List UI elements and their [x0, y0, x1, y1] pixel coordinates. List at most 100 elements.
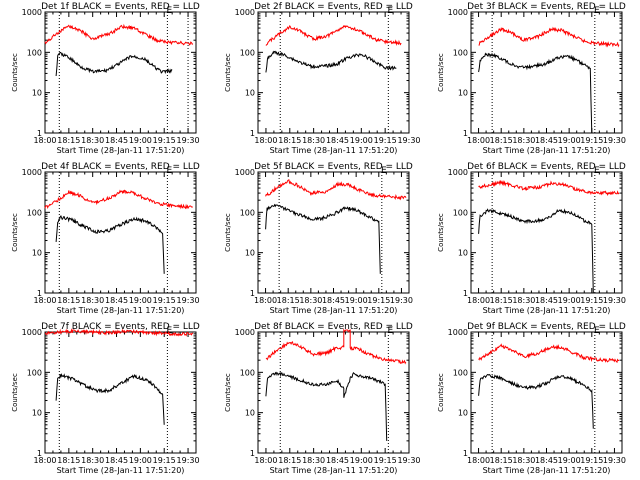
flag-label: E [381, 166, 387, 176]
events-series-line [265, 203, 381, 274]
x-tick-label: 18:00 [254, 136, 277, 145]
x-tick-label: 19:00 [350, 136, 373, 145]
y-tick-label: 1 [250, 449, 255, 458]
x-tick-label: 19:00 [350, 456, 373, 465]
x-tick-label: 19:15 [367, 296, 390, 305]
lld-series-line [265, 24, 402, 47]
x-tick-label: 18:45 [105, 296, 128, 305]
x-tick-label: 18:30 [81, 136, 104, 145]
y-axis-label: Counts/sec [437, 53, 445, 92]
y-tick-label: 100 [27, 48, 42, 57]
x-tick-label: 19:15 [580, 136, 603, 145]
x-tick-label: 19:30 [397, 456, 420, 465]
x-tick-label: 18:15 [57, 296, 80, 305]
lld-series-line [44, 328, 194, 337]
y-tick-label: 10 [32, 409, 42, 418]
x-tick-label: 19:15 [580, 456, 603, 465]
x-tick-label: 18:30 [512, 136, 535, 145]
panel-5: Det 5f BLACK = Events, RED = LLD 1 10 100 10… [224, 162, 413, 315]
plot-frame [44, 171, 197, 294]
plot-frame [44, 331, 197, 454]
x-tick-label: 18:15 [278, 456, 301, 465]
y-tick-label: 1 [37, 129, 42, 138]
x-tick-label: 18:00 [467, 456, 490, 465]
panel-7: Det 7f BLACK = Events, RED = LLD 1 10 100 10… [11, 322, 200, 475]
y-tick-label: 10 [245, 89, 255, 98]
y-tick-label: 1000 [235, 328, 255, 337]
panel-title: Det 8f BLACK = Events, RED = LLD [254, 322, 413, 332]
x-tick-label: 19:00 [129, 296, 152, 305]
x-tick-label: 19:15 [580, 296, 603, 305]
x-tick-label: 19:15 [153, 136, 176, 145]
events-series-line [55, 215, 165, 274]
events-series-line [478, 208, 594, 294]
y-axis-label: Counts/sec [224, 53, 232, 92]
flag-label: E [167, 326, 173, 336]
plot-frame [470, 11, 623, 134]
y-tick-label: 100 [240, 208, 255, 217]
y-tick-label: 1 [463, 289, 468, 298]
x-tick-label: 19:30 [603, 456, 626, 465]
flag-label: E [387, 6, 393, 16]
x-tick-label: 18:30 [302, 456, 325, 465]
y-tick-label: 1000 [235, 168, 255, 177]
plot-frame [470, 331, 623, 454]
x-axis-label: Start Time (28-Jan-11 17:51:20) [270, 146, 398, 155]
x-axis-label: Start Time (28-Jan-11 17:51:20) [270, 306, 398, 315]
x-tick-label: 19:15 [153, 456, 176, 465]
y-tick-label: 1000 [448, 328, 468, 337]
y-tick-label: 100 [240, 368, 255, 377]
y-tick-label: 1 [250, 129, 255, 138]
y-tick-label: 100 [240, 48, 255, 57]
x-tick-label: 18:00 [33, 296, 56, 305]
plot-frame [470, 171, 623, 294]
panel-6: Det 6f BLACK = Events, RED = LLD 1 10 100 10… [437, 162, 626, 315]
panel-title: Det 3f BLACK = Events, RED = LLD [467, 2, 626, 12]
x-tick-label: 18:30 [302, 136, 325, 145]
panel-title: Det 1f BLACK = Events, RED = LLD [41, 2, 200, 12]
events-series-line [478, 373, 594, 429]
panel-title: Det 2f BLACK = Events, RED = LLD [254, 2, 413, 12]
x-tick-label: 18:30 [81, 296, 104, 305]
x-tick-label: 18:00 [254, 456, 277, 465]
y-tick-label: 1000 [448, 8, 468, 17]
panel-title: Det 4f BLACK = Events, RED = LLD [41, 162, 200, 172]
x-tick-label: 18:45 [535, 456, 558, 465]
y-tick-label: 10 [245, 249, 255, 258]
x-tick-label: 19:30 [177, 296, 200, 305]
x-tick-label: 18:45 [105, 456, 128, 465]
y-tick-label: 100 [453, 368, 468, 377]
x-tick-label: 19:30 [603, 136, 626, 145]
y-tick-label: 1000 [22, 168, 42, 177]
y-tick-label: 100 [453, 48, 468, 57]
x-tick-label: 18:00 [467, 296, 490, 305]
x-axis-label: Start Time (28-Jan-11 17:51:20) [483, 306, 611, 315]
y-tick-label: 1000 [22, 8, 42, 17]
y-tick-label: 100 [27, 208, 42, 217]
x-tick-label: 18:00 [467, 136, 490, 145]
x-tick-label: 18:30 [512, 456, 535, 465]
x-axis-label: Start Time (28-Jan-11 17:51:20) [57, 146, 185, 155]
lld-series-line [478, 343, 620, 364]
panel-9: Det 9f BLACK = Events, RED = LLD 1 10 100 10… [437, 322, 626, 475]
lld-series-line [44, 189, 193, 210]
x-axis-label: Start Time (28-Jan-11 17:51:20) [483, 466, 611, 475]
flag-label: E [167, 6, 173, 16]
lld-series-line [265, 328, 407, 365]
y-axis-label: Counts/sec [11, 213, 19, 252]
panel-title: Det 9f BLACK = Events, RED = LLD [467, 322, 626, 332]
plot-frame [257, 11, 410, 134]
y-tick-label: 1000 [22, 328, 42, 337]
x-tick-label: 19:15 [153, 296, 176, 305]
x-tick-label: 18:15 [57, 136, 80, 145]
x-tick-label: 18:45 [326, 136, 349, 145]
events-series-line [265, 371, 388, 441]
panel-title: Det 5f BLACK = Events, RED = LLD [254, 162, 413, 172]
lld-series-line [265, 179, 407, 201]
y-tick-label: 1 [463, 129, 468, 138]
flag-label: E [594, 6, 600, 16]
y-tick-label: 1000 [235, 8, 255, 17]
x-tick-label: 18:15 [57, 456, 80, 465]
y-tick-label: 1 [37, 449, 42, 458]
lld-series-line [478, 179, 620, 196]
